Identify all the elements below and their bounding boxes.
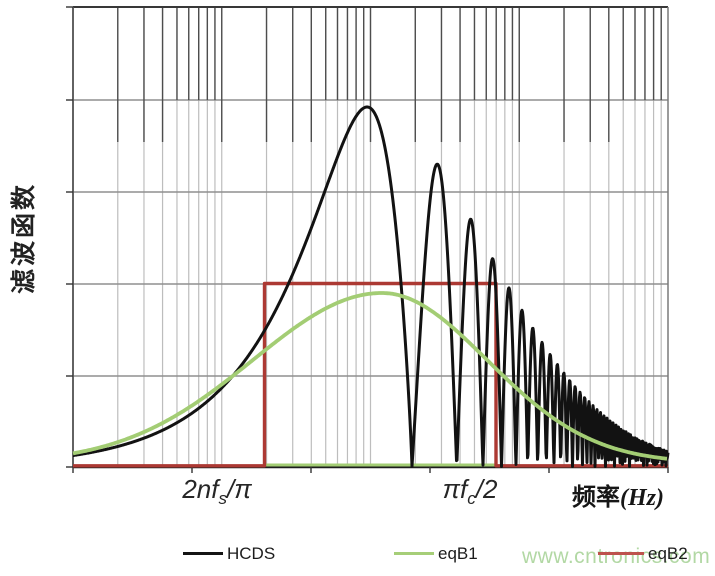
x-tick1-sub: s [218, 489, 228, 509]
axes-borders [66, 6, 669, 473]
legend-item-eqb1: eqB1 [394, 543, 478, 564]
x-axis-label: 频率(Hz) [548, 477, 688, 512]
x-tick2-post: /2 [475, 474, 498, 504]
legend-item-hcds: HCDS [183, 543, 275, 564]
series-eqB2 [73, 281, 668, 468]
eqb1-line-sample [394, 551, 434, 556]
hcds-line-sample [183, 552, 223, 555]
x-tick-label-pifc-2: πfc/2 [403, 474, 537, 509]
x-axis-label-unit: (Hz) [620, 485, 664, 511]
watermark: www.cntronics.com [522, 545, 711, 568]
eqb2-line-sample [598, 551, 644, 556]
x-tick2-pre: πf [442, 474, 468, 504]
legend-item-eqb2: eqB2 [598, 543, 688, 564]
legend-label-eqb2: eqB2 [648, 543, 688, 563]
legend-label-hcds: HCDS [227, 543, 276, 563]
x-tick1-pre: 2nf [182, 474, 219, 504]
y-axis-label: 滤波函数 [10, 181, 38, 294]
x-axis-label-cjk: 频率 [572, 484, 620, 511]
x-tick-label-2nfs-pi: 2nfs/π [150, 474, 284, 509]
x-tick1-post: /π [227, 474, 252, 504]
x-tick2-sub: c [467, 489, 476, 509]
legend-label-eqb1: eqB1 [438, 543, 478, 563]
series-HCDS [72, 105, 670, 468]
series-eqB1 [72, 291, 668, 461]
top-tick-marks [117, 7, 662, 142]
